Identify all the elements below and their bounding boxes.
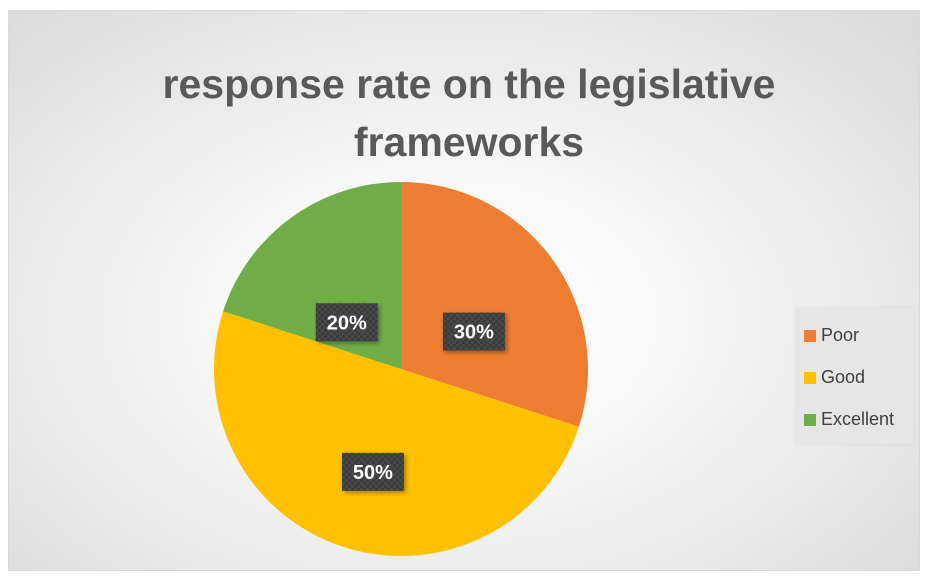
legend-swatch-good: [804, 371, 816, 384]
data-label-box: [442, 312, 505, 351]
pie-slice-good: [214, 311, 579, 556]
data-label-box: [315, 303, 378, 342]
data-label-good: 50%: [341, 452, 404, 491]
legend-item-poor: Poor: [804, 325, 859, 346]
legend-label-poor: Poor: [821, 325, 860, 345]
data-label-text: 50%: [353, 462, 393, 484]
legend-label-good: Good: [821, 367, 866, 387]
legend-swatch-excellent: [804, 413, 816, 426]
pie-chart: 30% 50% 20%: [214, 182, 588, 556]
legend: Poor Good Excellent: [795, 308, 913, 444]
data-label-text: 30%: [454, 322, 494, 344]
pie-slice-poor: [401, 182, 588, 427]
legend-label-excellent: Excellent: [821, 409, 895, 429]
data-label-box: [341, 452, 404, 491]
legend-item-excellent: Excellent: [804, 409, 894, 430]
chart-area: response rate on the legislative framewo…: [8, 10, 920, 571]
chart-title: response rate on the legislative framewo…: [162, 61, 776, 165]
data-label-poor: 30%: [442, 312, 505, 351]
legend-swatch-poor: [804, 329, 816, 342]
legend-item-good: Good: [804, 367, 865, 388]
data-label-excellent: 20%: [315, 303, 378, 342]
data-label-text: 20%: [327, 312, 367, 334]
